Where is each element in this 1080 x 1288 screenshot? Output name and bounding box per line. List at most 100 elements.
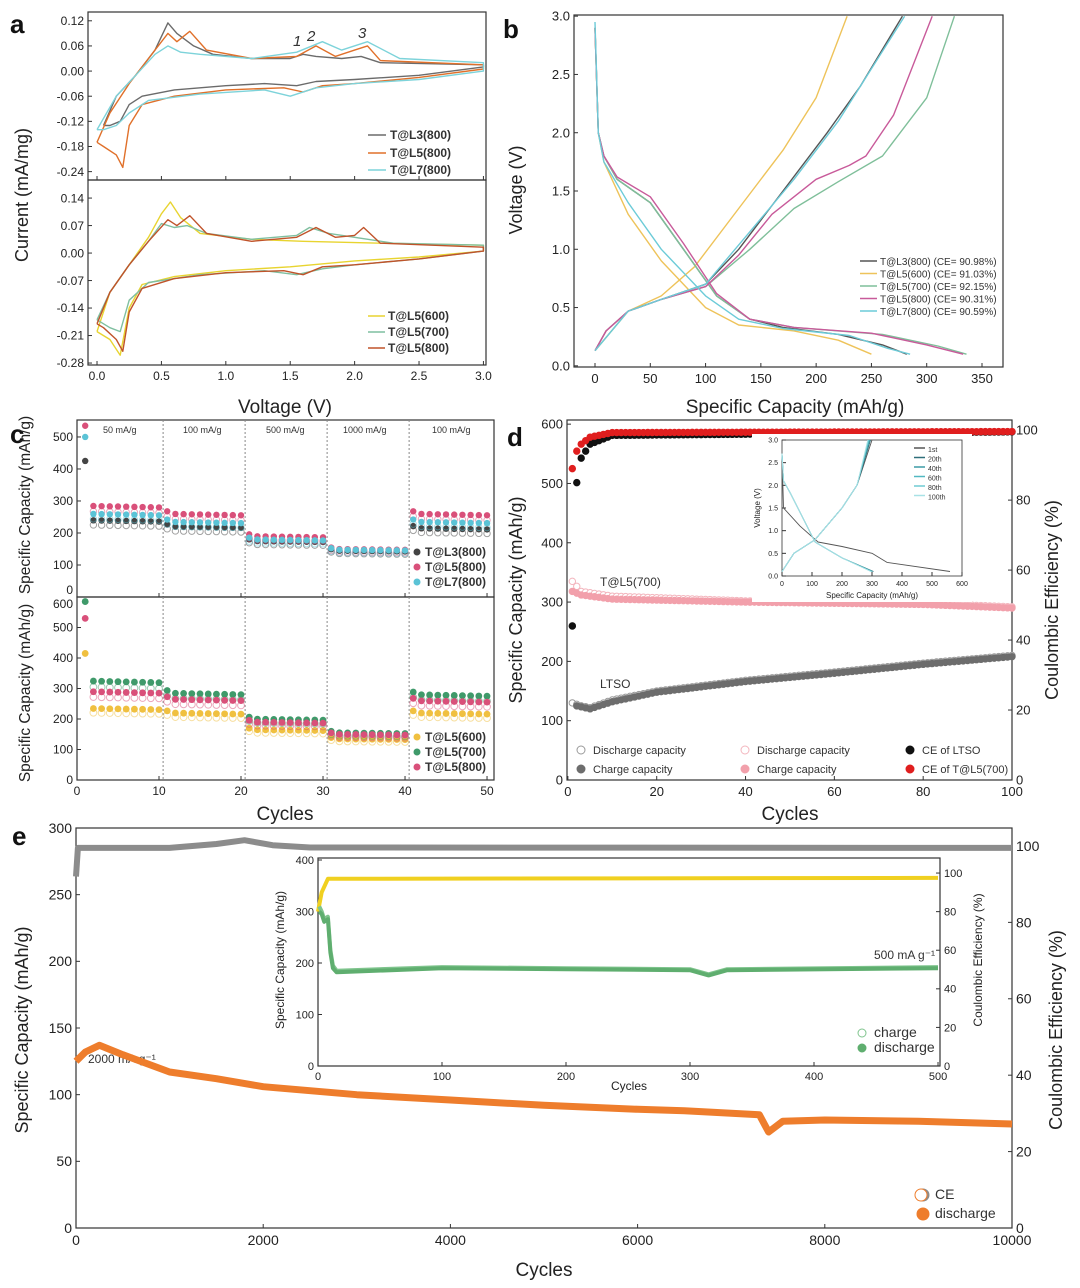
data-point [573, 447, 581, 455]
data-point [568, 464, 577, 473]
data-point [106, 678, 114, 685]
data-point-open [114, 515, 122, 524]
data-point-open [89, 708, 98, 717]
legend-marker [740, 764, 750, 774]
x-axis-title: Cycles [515, 1260, 572, 1281]
data-point-open [187, 713, 196, 722]
data-point-open [294, 722, 303, 731]
data-point-open [417, 713, 426, 721]
y2-tick-label: 40 [1016, 1067, 1032, 1083]
data-point [123, 503, 130, 510]
series-line [96, 214, 485, 352]
data-point-open [122, 693, 131, 702]
y2-tick-label: 100 [1016, 423, 1038, 438]
legend-label: T@L5(600) [425, 730, 486, 744]
y-tick-label: 50 [56, 1153, 72, 1169]
data-point [205, 511, 212, 518]
data-point-open [105, 709, 114, 717]
chart-a_bot: 0.0 0.5 1.0 1.5 2.0 2.5 3.0 0.14 0.07 0.00 -0.07 -0… [57, 179, 492, 418]
series-line [317, 910, 939, 978]
data-point-open [146, 694, 155, 703]
data-point-open [228, 701, 237, 710]
x-tick-label: 0 [564, 784, 571, 799]
data-point [139, 689, 147, 697]
data-point [98, 677, 106, 685]
series-line [316, 875, 939, 912]
data-point-open [245, 537, 253, 545]
x-tick-label: 0 [591, 371, 598, 386]
data-point-open [376, 733, 385, 742]
rate-label-5: 100 mA/g [432, 425, 471, 435]
data-point-open [409, 711, 418, 719]
y-tick-label: 600 [53, 597, 73, 611]
y-tick-label: 400 [53, 462, 73, 476]
data-point-open [425, 713, 434, 722]
data-point-open [278, 539, 286, 547]
data-point-open [229, 528, 237, 536]
sample-label: T@L5(700) [600, 575, 661, 589]
data-point [409, 707, 417, 715]
data-point-open [245, 719, 254, 728]
y-tick-label: 100 [541, 713, 563, 728]
data-point [385, 731, 393, 739]
data-point [450, 710, 458, 717]
data-point [475, 710, 483, 718]
data-point-open [179, 527, 188, 535]
data-point [106, 511, 114, 518]
data-point-open [483, 714, 491, 722]
data-point [434, 511, 442, 518]
series-line [73, 837, 1013, 877]
data-point [213, 710, 220, 718]
y-tick-label: 0 [66, 583, 73, 597]
series-line [73, 1041, 1013, 1136]
y-tick-label: 3.0 [552, 9, 570, 24]
legend-label: T@L5(700) [425, 745, 486, 759]
data-point [139, 503, 146, 511]
legend-label: Discharge capacity [593, 745, 686, 757]
x-tick-label: 30 [316, 784, 330, 798]
x-tick-label: 3.0 [475, 369, 492, 383]
y2-tick-label: 80 [1016, 493, 1030, 508]
legend-marker [905, 745, 915, 755]
x-tick-label: 8000 [809, 1232, 840, 1248]
y-tick-label: 300 [49, 820, 73, 836]
y-tick-label: -0.18 [57, 140, 85, 154]
data-point-open [163, 711, 172, 719]
data-point-open [450, 523, 458, 531]
legend-label: 100th [928, 495, 946, 502]
y2-axis-title: Coulombic Efficiency (%) [1042, 500, 1062, 700]
legend-marker [857, 1043, 867, 1053]
y-tick-label: 0 [308, 1061, 314, 1073]
data-point-open [147, 516, 155, 524]
data-point-open [466, 523, 475, 531]
legend-label: 40th [928, 466, 942, 473]
data-point-open [171, 700, 180, 709]
y-tick-label: 0.0 [768, 573, 778, 580]
data-point [147, 679, 155, 686]
x-tick-label: 150 [750, 371, 772, 386]
x-tick-label: 40 [398, 784, 412, 798]
data-point-open [138, 694, 147, 702]
panel-label-c: c [10, 419, 24, 449]
series-line-charge [594, 15, 904, 352]
y2-tick-label: 20 [944, 1022, 956, 1034]
data-point-open [376, 549, 385, 557]
peak-label-3: 3 [358, 25, 367, 42]
data-point [131, 503, 138, 511]
chart-e: 0 2000 4000 6000 8000 10000050100150200250300… [12, 820, 1066, 1281]
data-point [467, 710, 475, 718]
x-tick-label: 100 [1001, 784, 1023, 799]
y2-tick-label: 60 [944, 945, 956, 957]
data-point-open [97, 515, 106, 523]
data-point [229, 710, 237, 718]
data-point-open [450, 702, 459, 711]
legend-label: T@L5(700) (CE= 92.15%) [880, 282, 997, 293]
data-point-open [302, 722, 311, 731]
legend-label: 60th [928, 476, 942, 483]
data-point-open [188, 523, 196, 531]
x-tick-label: 400 [896, 581, 908, 588]
y-tick-label: 0.07 [61, 219, 85, 233]
legend-marker [576, 764, 586, 774]
data-point-open [237, 701, 245, 710]
y-axis-title: Specific Capacity (mAh/g) [273, 891, 287, 1029]
